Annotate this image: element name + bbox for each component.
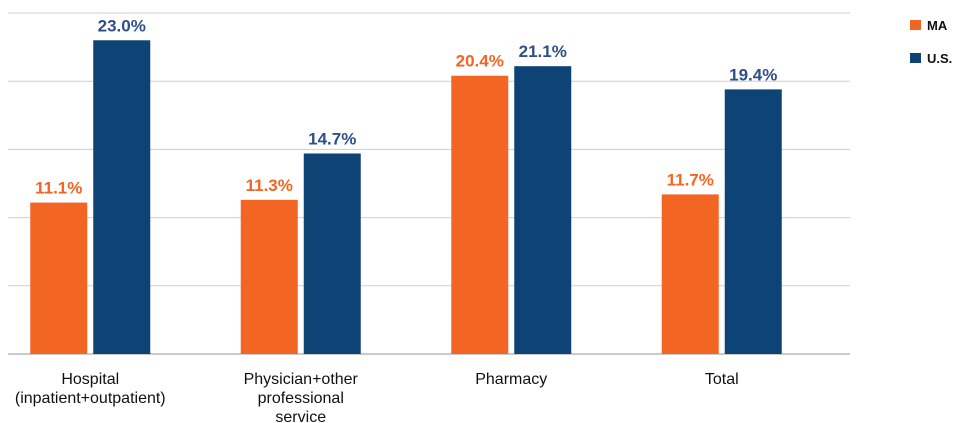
data-label: 11.7% <box>667 170 714 189</box>
category-label-line: Physician+other <box>244 371 359 388</box>
bars <box>30 40 782 355</box>
bar-us-1 <box>303 153 361 354</box>
data-label: 19.4% <box>729 65 777 84</box>
bar-ma-0 <box>30 202 88 354</box>
category-label-line: (inpatient+outpatient) <box>15 390 166 407</box>
data-label: 21.1% <box>519 42 567 61</box>
category-label-line: Total <box>705 371 739 388</box>
bar-us-3 <box>724 89 782 354</box>
category-label: Pharmacy <box>475 371 547 388</box>
data-label: 11.1% <box>35 179 82 198</box>
bar-ma-2 <box>451 75 509 354</box>
category-label-line: service <box>275 409 326 423</box>
data-label: 20.4% <box>456 52 504 71</box>
bar-ma-3 <box>661 194 719 354</box>
bar-us-2 <box>514 66 572 355</box>
category-label-line: Hospital <box>61 371 119 388</box>
legend-label: MA <box>927 18 948 33</box>
data-label: 23.0% <box>98 16 146 35</box>
category-label: Physician+other professional service <box>244 371 359 423</box>
bar-ma-1 <box>240 199 298 354</box>
data-label: 11.3% <box>246 176 293 195</box>
legend-swatch <box>910 53 921 63</box>
legend-label: U.S. <box>927 51 952 66</box>
bar-us-0 <box>93 40 151 354</box>
category-label: Total <box>705 371 739 388</box>
category-labels: Hospital (inpatient+outpatient) Physician+… <box>15 371 739 423</box>
data-label: 14.7% <box>308 129 356 148</box>
category-label-line: professional <box>258 390 344 407</box>
category-label-line: Pharmacy <box>475 371 547 388</box>
legend-swatch <box>910 20 921 30</box>
category-label: Hospital (inpatient+outpatient) <box>15 371 166 407</box>
legend: MA U.S. <box>910 18 952 66</box>
data-labels: 11.1% 23.0% 11.3% 14.7% 20.4% 21.1% 11.7% 19.4% <box>35 16 777 197</box>
